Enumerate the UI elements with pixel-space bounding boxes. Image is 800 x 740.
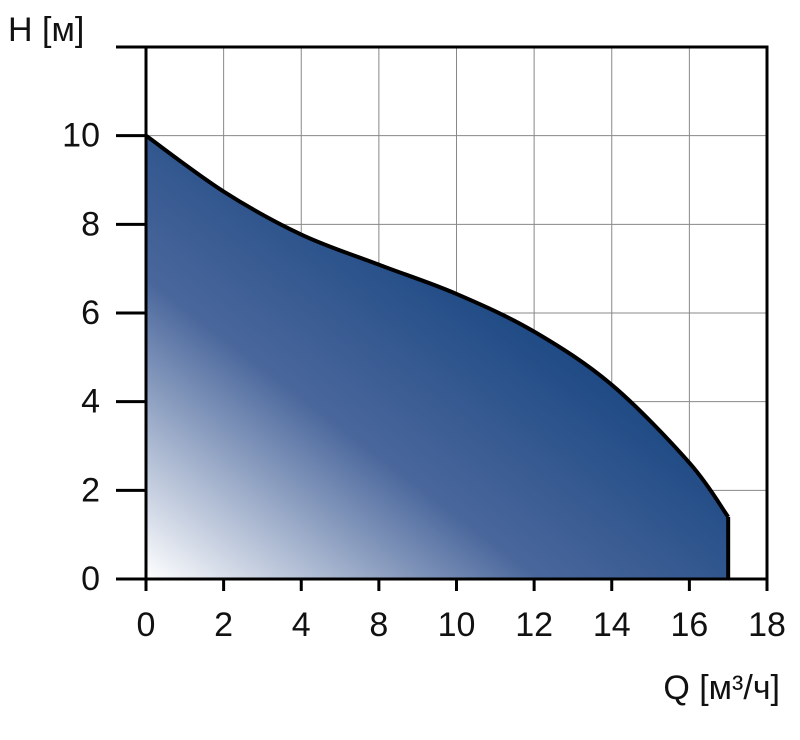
x-axis-label: Q [м³/ч]: [663, 669, 780, 707]
y-tick-label: 0: [81, 560, 100, 598]
x-tick-label: 10: [438, 606, 476, 644]
x-tick-label: 16: [670, 606, 708, 644]
y-tick-label: 4: [81, 383, 100, 421]
x-tick-label: 2: [214, 606, 233, 644]
y-tick-label: 10: [62, 117, 100, 155]
y-tick-label: 8: [81, 205, 100, 243]
x-tick-label: 4: [292, 606, 311, 644]
y-axis-label: H [м]: [8, 11, 84, 49]
x-tick-label: 14: [593, 606, 631, 644]
x-tick-label: 8: [369, 606, 388, 644]
y-tick-label: 6: [81, 294, 100, 332]
plot-frame: [144, 45, 769, 581]
x-tick-label: 18: [748, 606, 786, 644]
y-tick-label: 2: [81, 471, 100, 509]
curve-line: [144, 134, 730, 519]
x-tick-label: 12: [515, 606, 553, 644]
x-tick-label: 0: [137, 606, 156, 644]
area-fill: [146, 135, 729, 579]
